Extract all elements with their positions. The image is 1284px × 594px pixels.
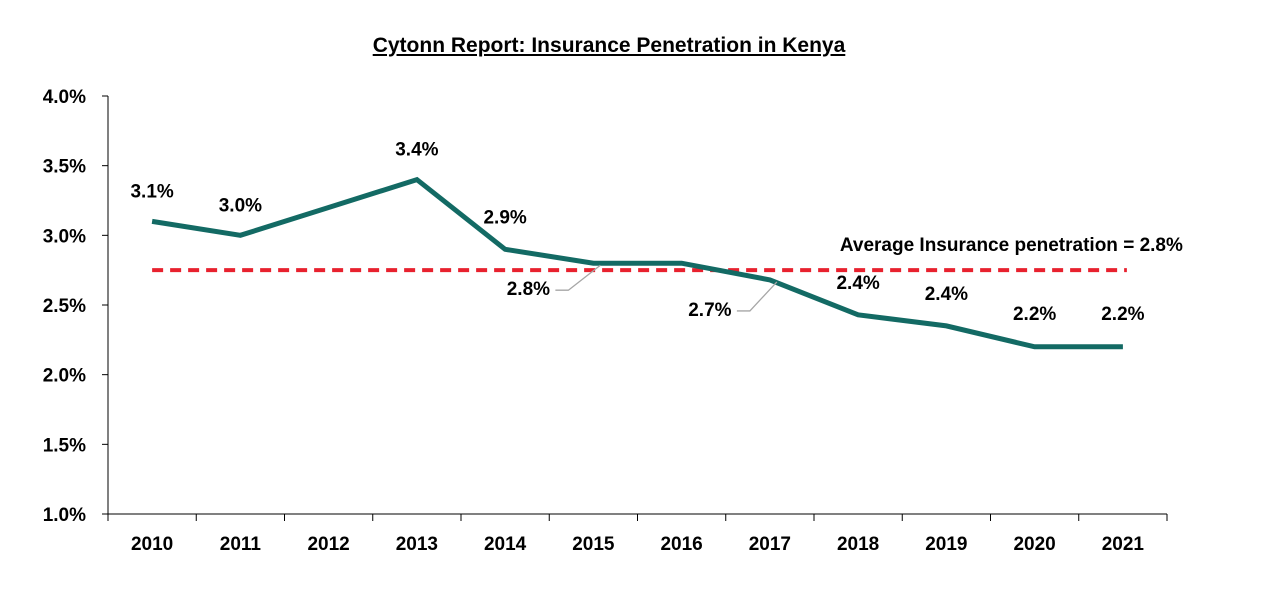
average-line-label: Average Insurance penetration = 2.8% xyxy=(840,235,1183,256)
data-label: 3.4% xyxy=(395,140,438,161)
y-tick-label: 3.0% xyxy=(43,226,86,247)
data-label: 2.7% xyxy=(688,300,731,321)
x-tick-label: 2021 xyxy=(1102,534,1145,555)
x-tick-label: 2013 xyxy=(396,534,438,555)
x-tick-label: 2015 xyxy=(572,534,615,555)
x-tick-label: 2016 xyxy=(660,534,702,555)
data-label: 2.8% xyxy=(507,279,550,300)
data-label: 2.9% xyxy=(483,207,526,228)
average-line-group: Average Insurance penetration = 2.8% xyxy=(152,235,1183,273)
y-tick-label: 2.0% xyxy=(43,366,86,387)
data-label: 2.4% xyxy=(925,284,968,305)
x-tick-label: 2017 xyxy=(749,534,791,555)
x-tick-label: 2014 xyxy=(484,534,527,555)
x-tick-label: 2012 xyxy=(307,534,349,555)
chart-title: Cytonn Report: Insurance Penetration in … xyxy=(372,34,846,57)
x-tick-label: 2011 xyxy=(220,534,262,555)
data-labels-group: 3.1% 3.0% 3.4% 2.9% 2.8% 2.7% 2.4% 2.4% 2.2% 2.2% xyxy=(130,140,1144,325)
x-tick-label: 2010 xyxy=(131,534,173,555)
axes: 1.0% 1.5% 2.0% 2.5% 3.0% 3.5% 4.0% 2010 2011 2012… xyxy=(43,87,1168,555)
series-line xyxy=(151,176,1123,350)
data-label-leader xyxy=(736,281,778,312)
data-label: 2.2% xyxy=(1013,304,1056,325)
x-tick-label: 2019 xyxy=(925,534,967,555)
y-tick-label: 3.5% xyxy=(43,157,86,178)
x-tick-label: 2020 xyxy=(1013,534,1055,555)
data-label: 3.1% xyxy=(130,181,173,202)
y-tick-label: 1.0% xyxy=(43,505,86,526)
data-label: 2.2% xyxy=(1101,304,1144,325)
data-label: 3.0% xyxy=(219,195,262,216)
y-tick-label: 1.5% xyxy=(43,435,86,456)
x-tick-label: 2018 xyxy=(837,534,879,555)
data-label-leader xyxy=(555,264,601,291)
y-tick-label: 4.0% xyxy=(43,87,86,108)
series-group xyxy=(151,176,1123,350)
y-tick-label: 2.5% xyxy=(43,296,86,317)
data-label: 2.4% xyxy=(836,273,879,294)
